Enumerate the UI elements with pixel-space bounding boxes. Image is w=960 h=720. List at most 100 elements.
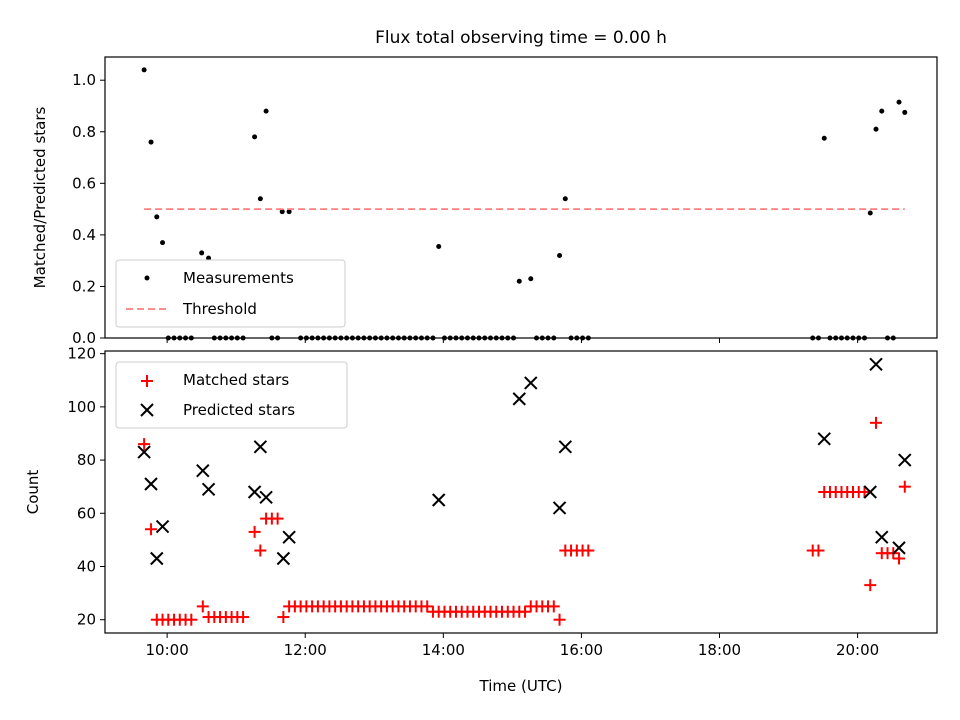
top-legend-box xyxy=(115,259,346,328)
measurement-point xyxy=(528,276,534,282)
legend-matched-marker xyxy=(141,375,153,387)
measurement-point xyxy=(141,67,147,73)
predicted-star-point xyxy=(432,493,446,507)
top-x-axis xyxy=(166,338,859,343)
x-tick-label: 10:00 xyxy=(146,641,189,659)
matched-star-point xyxy=(271,512,284,525)
predicted-star-point xyxy=(524,376,538,390)
matched-star-point xyxy=(812,544,825,557)
predicted-star-point xyxy=(869,357,883,372)
bottom-panel: 10:00 12:00 14:00 16:00 18:00 20:00 20 40 60 80 1… xyxy=(24,345,938,695)
measurement-point xyxy=(562,196,568,202)
measurement-point xyxy=(263,108,269,114)
measurement-point xyxy=(879,108,885,114)
predicted-star-point xyxy=(253,440,268,454)
bottom-x-axis-label: Time (UTC) xyxy=(479,677,563,695)
legend-matched-label: Matched stars xyxy=(183,371,289,389)
measurement-point xyxy=(867,210,873,216)
top-y-tick-label: 1.0 xyxy=(72,71,96,89)
matched-star-point xyxy=(196,600,209,613)
matched-star-point xyxy=(553,613,566,626)
measurement-point xyxy=(160,240,166,246)
measurement-point xyxy=(516,278,522,284)
matched-star-point xyxy=(277,611,290,624)
matched-star-point xyxy=(248,525,261,538)
matched-star-point xyxy=(519,605,532,618)
bottom-y-tick-label: 100 xyxy=(67,398,96,416)
predicted-star-point xyxy=(282,530,296,544)
predicted-star-point xyxy=(817,432,831,446)
measurement-point xyxy=(252,134,258,140)
bottom-plot-frame xyxy=(104,350,938,634)
bottom-y-tick-label: 20 xyxy=(77,611,96,629)
bottom-y-tick-label: 60 xyxy=(77,504,96,522)
predicted-star-point xyxy=(552,501,567,515)
predicted-star-point xyxy=(155,519,170,534)
bottom-plot-marks xyxy=(137,357,912,626)
predicted-star-point xyxy=(875,530,889,544)
top-y-axis-label: Matched/Predicted stars xyxy=(31,107,49,289)
predicted-star-point xyxy=(259,490,273,505)
top-y-tick-label: 0.0 xyxy=(72,329,96,347)
bottom-y-axis: 20 40 60 80 100 120 xyxy=(67,345,105,629)
predicted-star-point xyxy=(247,485,262,499)
matched-star-point xyxy=(893,552,906,565)
measurement-point xyxy=(902,109,908,115)
predicted-star-point xyxy=(892,541,906,555)
top-y-tick-label: 0.4 xyxy=(72,226,96,244)
chart-title: Flux total observing time = 0.00 h xyxy=(375,28,667,48)
bottom-y-tick-label: 120 xyxy=(67,345,96,363)
matched-star-point xyxy=(858,486,871,498)
top-y-tick-label: 0.6 xyxy=(72,174,96,192)
bottom-legend: Matched stars Predicted stars xyxy=(115,361,348,429)
predicted-star-point xyxy=(512,392,526,406)
matched-star-point xyxy=(864,579,877,592)
bottom-x-axis: 10:00 12:00 14:00 16:00 18:00 20:00 xyxy=(146,633,879,659)
x-tick-label: 12:00 xyxy=(284,641,327,659)
predicted-star-point xyxy=(137,445,151,459)
matched-star-point xyxy=(145,523,158,536)
measurement-point xyxy=(154,214,160,220)
measurement-point xyxy=(199,250,205,256)
top-y-axis: 0.0 0.2 0.4 0.6 0.8 1.0 xyxy=(72,71,105,347)
top-panel: 0.0 0.2 0.4 0.6 0.8 1.0 Matched/Predicted sta… xyxy=(31,56,938,347)
measurement-point xyxy=(286,209,292,215)
measurement-point xyxy=(436,243,442,249)
measurement-point xyxy=(148,139,154,145)
top-y-tick-label: 0.2 xyxy=(72,277,96,295)
matched-star-point xyxy=(898,480,911,493)
matched-star-point xyxy=(254,544,267,557)
bottom-y-tick-label: 40 xyxy=(77,557,96,575)
matched-star-point xyxy=(547,600,560,613)
measurement-point xyxy=(873,126,879,132)
legend-predicted-label: Predicted stars xyxy=(183,401,295,419)
bottom-y-tick-label: 80 xyxy=(77,451,96,469)
predicted-star-point xyxy=(150,551,164,566)
legend-predicted-marker xyxy=(140,403,154,417)
matched-star-point xyxy=(237,611,250,624)
measurement-point xyxy=(821,135,827,141)
matched-star-point xyxy=(582,544,595,557)
x-tick-label: 20:00 xyxy=(836,641,879,659)
top-y-tick-label: 0.8 xyxy=(72,123,96,141)
top-legend: Measurements Threshold xyxy=(115,259,346,328)
matched-star-point xyxy=(138,438,151,451)
measurement-point xyxy=(557,253,563,259)
matched-star-point xyxy=(421,600,434,613)
predicted-star-point xyxy=(558,440,573,454)
predicted-star-point xyxy=(276,551,291,566)
predicted-star-point xyxy=(898,453,912,467)
predicted-star-point xyxy=(201,482,216,497)
predicted-star-point xyxy=(863,485,877,499)
top-plot-frame xyxy=(104,56,938,339)
legend-measurements-label: Measurements xyxy=(183,269,294,287)
matched-star-point xyxy=(870,416,883,429)
measurement-point xyxy=(206,255,212,261)
predicted-star-point xyxy=(196,464,210,478)
legend-measurements-marker xyxy=(144,275,150,281)
measurement-point xyxy=(257,196,263,202)
matched-star-point xyxy=(185,613,198,626)
x-tick-label: 14:00 xyxy=(422,641,465,659)
legend-threshold-label: Threshold xyxy=(182,300,257,318)
